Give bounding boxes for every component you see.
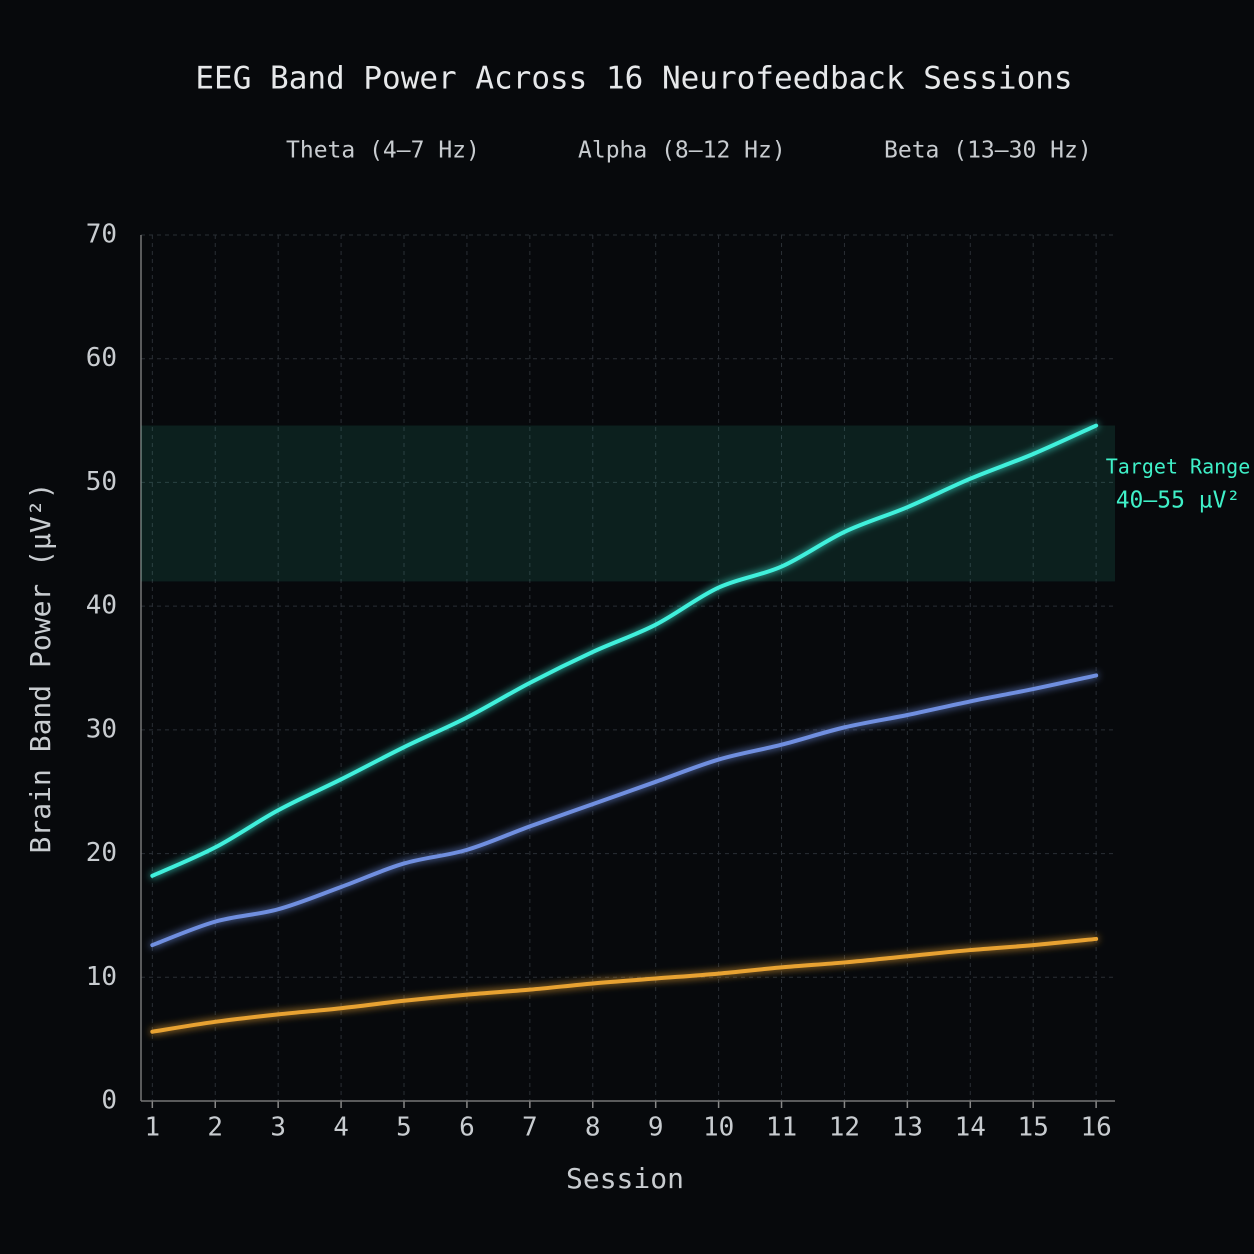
legend-label: Beta (13–30 Hz) xyxy=(884,138,1092,164)
y-tick-label: 30 xyxy=(86,714,117,744)
x-tick-label: 12 xyxy=(829,1113,860,1143)
series-line xyxy=(150,423,1099,878)
y-tick-label: 40 xyxy=(86,591,117,621)
y-tick-label: 0 xyxy=(101,1086,117,1116)
x-tick-label: 1 xyxy=(144,1113,160,1143)
x-tick-label: 5 xyxy=(396,1113,412,1143)
x-tick-label: 15 xyxy=(1018,1113,1049,1143)
series-line xyxy=(150,936,1099,1034)
x-tick-label: 7 xyxy=(522,1113,538,1143)
x-tick-label: 6 xyxy=(459,1113,475,1143)
x-tick-label: 2 xyxy=(207,1113,223,1143)
chart-title: EEG Band Power Across 16 Neurofeedback S… xyxy=(195,61,1072,97)
x-tick-label: 4 xyxy=(333,1113,349,1143)
x-tick-label: 3 xyxy=(270,1113,286,1143)
x-axis-label: Session xyxy=(566,1162,684,1195)
x-tick-label: 8 xyxy=(585,1113,601,1143)
legend-label: Alpha (8–12 Hz) xyxy=(578,138,786,164)
y-axis-label: Brain Band Power (µV²) xyxy=(24,483,57,854)
y-tick-label: 20 xyxy=(86,838,117,868)
target-band xyxy=(141,425,1115,582)
target-label: 40–55 µV² xyxy=(1116,488,1241,514)
y-tick-label: 70 xyxy=(86,220,117,250)
x-tick-label: 16 xyxy=(1080,1113,1111,1143)
x-tick-label: 14 xyxy=(955,1113,986,1143)
x-tick-label: 9 xyxy=(648,1113,664,1143)
y-tick-label: 50 xyxy=(86,467,117,497)
target-label: Target Range xyxy=(1106,455,1251,479)
legend-label: Theta (4–7 Hz) xyxy=(286,138,480,164)
x-tick-label: 11 xyxy=(766,1113,797,1143)
y-tick-label: 10 xyxy=(86,962,117,992)
x-tick-label: 13 xyxy=(892,1113,923,1143)
x-tick-label: 10 xyxy=(703,1113,734,1143)
series-line xyxy=(150,673,1099,948)
y-tick-label: 60 xyxy=(86,343,117,373)
